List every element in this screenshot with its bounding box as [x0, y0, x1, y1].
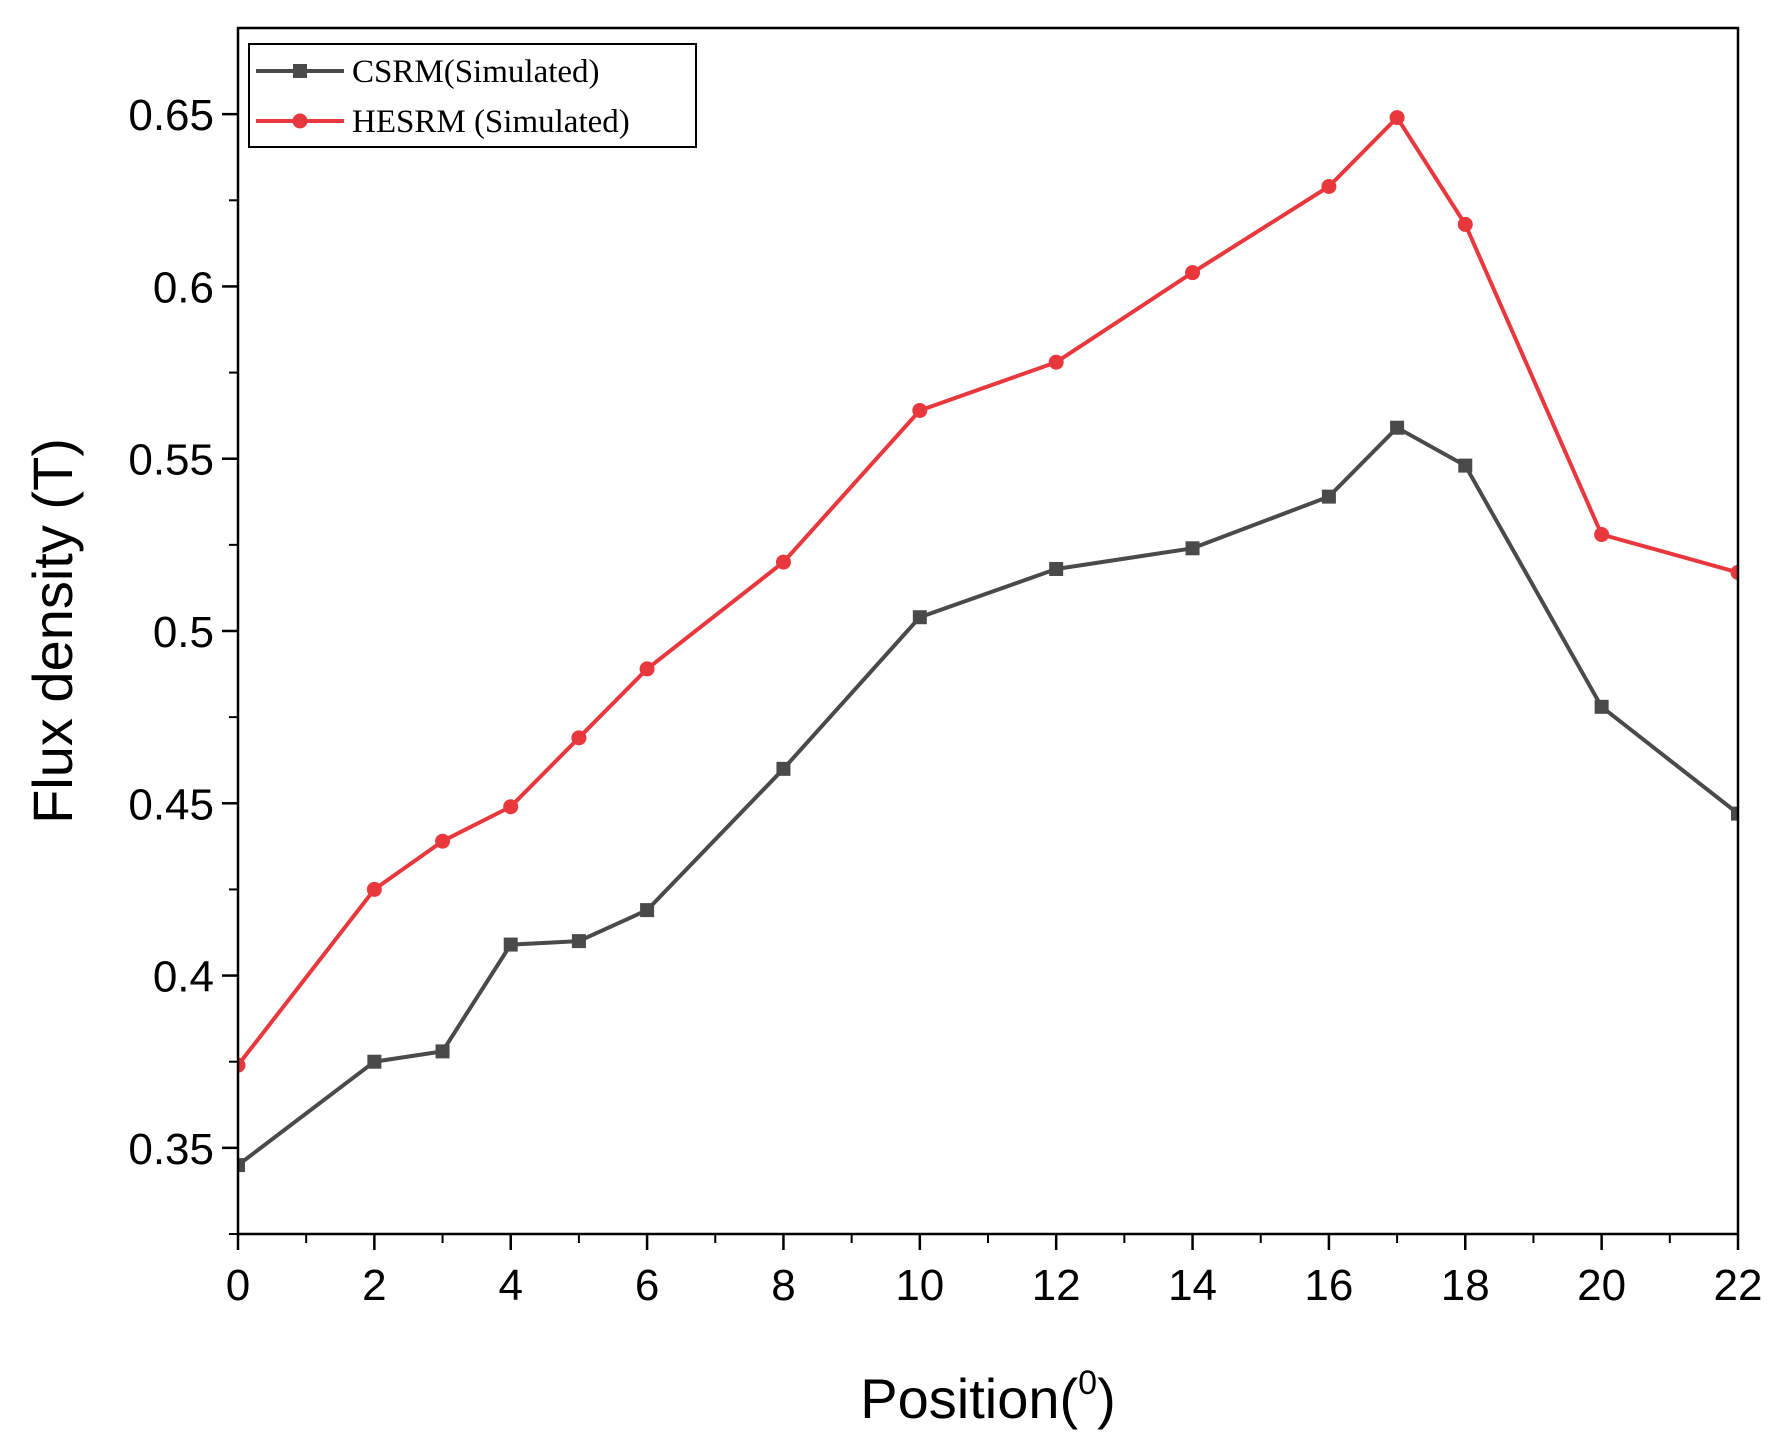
- data-point: [912, 610, 927, 625]
- x-tick-label: 16: [1304, 1261, 1353, 1310]
- x-axis-title-superscript: 0: [1078, 1364, 1097, 1402]
- data-point: [1731, 806, 1738, 821]
- x-tick-label: 14: [1168, 1261, 1217, 1310]
- x-axis-title-suffix: ): [1097, 1367, 1116, 1430]
- x-tick-label: 8: [771, 1261, 795, 1310]
- data-point: [1458, 458, 1473, 473]
- series-layer: [238, 110, 1738, 1173]
- data-point: [571, 730, 587, 746]
- legend: CSRM(Simulated) HESRM (Simulated): [248, 43, 697, 148]
- data-point: [912, 402, 928, 418]
- legend-marker-csrm: [293, 64, 307, 78]
- data-point: [1321, 489, 1336, 504]
- plot-frame: [236, 26, 1740, 1236]
- data-point: [366, 881, 382, 897]
- x-axis: 0 2 4 6 8 10 12 14 16 18 20 22: [226, 1234, 1763, 1310]
- y-tick-label: 0.6: [153, 263, 214, 312]
- y-axis: 0.35 0.4 0.45 0.5 0.55 0.6 0.65: [128, 91, 238, 1235]
- data-point: [503, 937, 518, 952]
- y-tick-label: 0.5: [153, 608, 214, 657]
- x-tick-label: 18: [1441, 1261, 1490, 1310]
- x-tick-label: 10: [895, 1261, 944, 1310]
- data-point: [238, 1057, 246, 1073]
- data-point: [1390, 420, 1405, 435]
- legend-box: [248, 43, 697, 148]
- data-point: [1389, 110, 1405, 126]
- data-point: [775, 554, 791, 570]
- data-point: [1321, 179, 1337, 195]
- data-point: [1730, 564, 1738, 580]
- x-tick-label: 20: [1577, 1261, 1626, 1310]
- data-point: [1594, 699, 1609, 714]
- data-point: [640, 903, 655, 918]
- y-axis-title: Flux density (T): [21, 438, 84, 824]
- data-point: [435, 833, 451, 849]
- x-tick-label: 2: [362, 1261, 386, 1310]
- y-tick-label: 0.65: [128, 91, 214, 140]
- y-tick-label: 0.4: [153, 953, 214, 1002]
- x-tick-label: 6: [635, 1261, 659, 1310]
- y-tick-label: 0.45: [128, 780, 214, 829]
- x-tick-label: 12: [1032, 1261, 1081, 1310]
- legend-label-csrm: CSRM(Simulated): [352, 54, 600, 90]
- y-tick-label: 0.55: [128, 436, 214, 485]
- series-line-0: [238, 425, 1738, 1167]
- data-point: [776, 761, 791, 776]
- data-point: [435, 1044, 450, 1059]
- x-tick-label: 0: [226, 1261, 250, 1310]
- legend-label-hesrm: HESRM (Simulated): [352, 104, 630, 140]
- x-axis-title-main: Position(: [860, 1367, 1078, 1430]
- data-point: [1185, 541, 1200, 556]
- data-point: [367, 1054, 382, 1069]
- data-point: [1048, 354, 1064, 370]
- x-axis-title: Position(0): [860, 1364, 1115, 1430]
- x-tick-label: 22: [1714, 1261, 1763, 1310]
- data-point: [1594, 527, 1610, 543]
- data-point: [503, 799, 519, 815]
- data-point: [238, 1158, 245, 1173]
- data-point: [1185, 265, 1201, 281]
- data-point: [1457, 216, 1473, 232]
- x-tick-label: 4: [498, 1261, 522, 1310]
- legend-marker-hesrm: [292, 113, 308, 129]
- data-point: [1049, 561, 1064, 576]
- y-tick-label: 0.35: [128, 1125, 214, 1174]
- data-point: [639, 661, 655, 677]
- data-point: [571, 934, 586, 949]
